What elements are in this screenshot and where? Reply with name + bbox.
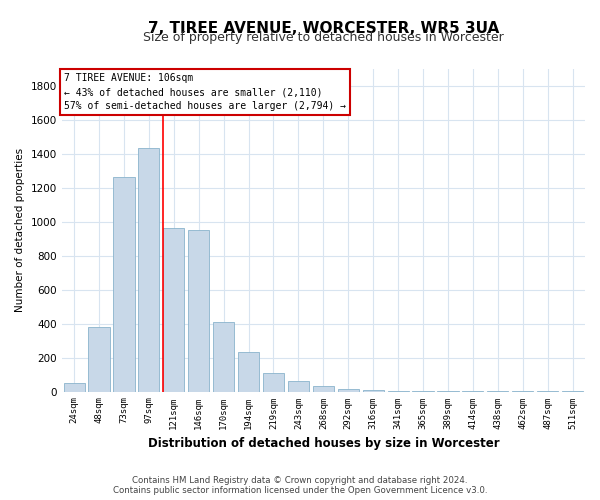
Bar: [362, 390, 384, 392]
Bar: [138, 148, 160, 392]
Bar: [64, 383, 85, 392]
Y-axis label: Number of detached properties: Number of detached properties: [15, 148, 25, 312]
X-axis label: Distribution of detached houses by size in Worcester: Distribution of detached houses by size …: [148, 437, 499, 450]
Bar: [163, 228, 184, 392]
Text: 7 TIREE AVENUE: 106sqm
← 43% of detached houses are smaller (2,110)
57% of semi-: 7 TIREE AVENUE: 106sqm ← 43% of detached…: [64, 74, 346, 112]
Bar: [412, 391, 434, 392]
Bar: [213, 322, 234, 392]
Text: 7, TIREE AVENUE, WORCESTER, WR5 3UA: 7, TIREE AVENUE, WORCESTER, WR5 3UA: [148, 21, 499, 36]
Bar: [113, 178, 134, 392]
Bar: [188, 230, 209, 392]
Bar: [338, 389, 359, 392]
Bar: [388, 390, 409, 392]
Bar: [88, 327, 110, 392]
Title: Size of property relative to detached houses in Worcester: Size of property relative to detached ho…: [143, 30, 504, 44]
Text: Contains HM Land Registry data © Crown copyright and database right 2024.
Contai: Contains HM Land Registry data © Crown c…: [113, 476, 487, 495]
Bar: [288, 382, 309, 392]
Bar: [263, 373, 284, 392]
Bar: [238, 352, 259, 392]
Bar: [313, 386, 334, 392]
